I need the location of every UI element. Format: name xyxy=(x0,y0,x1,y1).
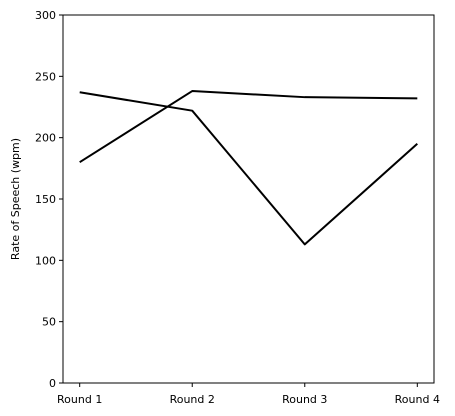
x-tick-label: Round 4 xyxy=(395,393,440,406)
series-line-1 xyxy=(79,91,418,246)
y-tick-label: 150 xyxy=(35,193,56,206)
y-tick-label: 250 xyxy=(35,70,56,83)
y-axis-ticks: 0 50 100 150 200 250 300 xyxy=(35,9,63,390)
y-tick-label: 50 xyxy=(42,316,56,329)
x-axis-ticks: Round 1 Round 2 Round 3 Round 4 xyxy=(57,383,440,406)
y-axis-title: Rate of Speech (wpm) xyxy=(9,138,22,260)
x-tick-label: Round 2 xyxy=(170,393,215,406)
y-tick-label: 300 xyxy=(35,9,56,22)
y-tick-label: 200 xyxy=(35,132,56,145)
y-tick-label: 100 xyxy=(35,254,56,267)
x-tick-label: Round 1 xyxy=(57,393,102,406)
plot-frame xyxy=(62,14,435,384)
x-tick-label: Round 3 xyxy=(282,393,327,406)
y-tick-label: 0 xyxy=(49,377,56,390)
series-line-2 xyxy=(79,90,418,164)
series-layer xyxy=(79,90,418,246)
